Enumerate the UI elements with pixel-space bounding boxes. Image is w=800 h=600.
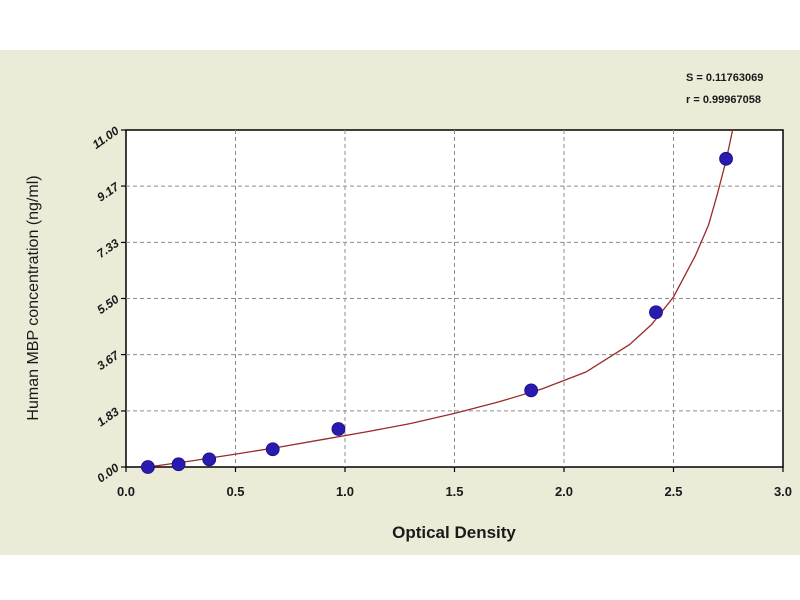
x-tick-label: 1.0 xyxy=(336,484,354,499)
data-point xyxy=(331,422,346,436)
fit-curve xyxy=(147,129,734,468)
x-axis-title: Optical Density xyxy=(392,523,516,542)
annotation-s-value: S = 0.11763069 xyxy=(686,72,763,84)
data-points xyxy=(140,151,733,474)
data-point xyxy=(140,460,155,474)
y-axis-title: Human MBP concentration (ng/ml) xyxy=(25,175,42,420)
x-tick-label: 0.5 xyxy=(226,484,244,499)
data-point xyxy=(524,383,539,398)
x-tick-label: 2.0 xyxy=(555,484,573,499)
gridlines xyxy=(126,130,783,467)
data-point xyxy=(171,457,186,472)
data-point xyxy=(719,151,733,166)
x-tick-label: 3.0 xyxy=(774,484,792,499)
x-tick-label: 1.5 xyxy=(445,484,463,499)
data-point xyxy=(265,442,280,457)
x-tick-label: 2.5 xyxy=(664,484,682,499)
data-point xyxy=(649,305,663,320)
annotation-r-value: r = 0.99967058 xyxy=(686,94,761,106)
data-point xyxy=(202,452,217,467)
x-tick-label: 0.0 xyxy=(117,484,135,499)
